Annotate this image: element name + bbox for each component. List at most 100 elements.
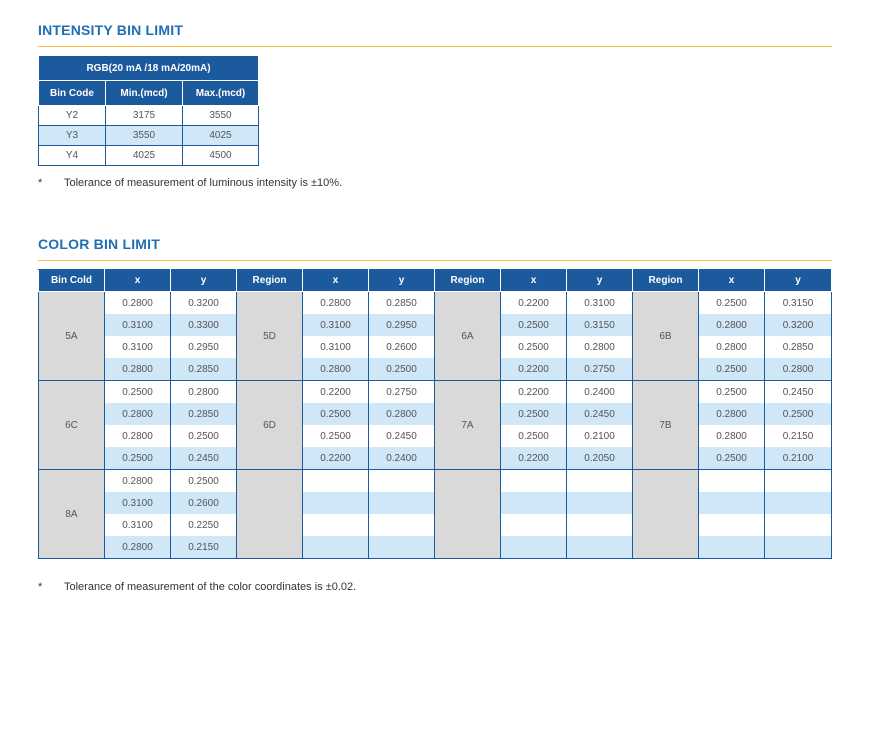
- x-coordinate-cell: [500, 469, 567, 492]
- y-coordinate-cell: [566, 536, 633, 559]
- x-coordinate-cell: 0.2800: [302, 358, 369, 381]
- y-coordinate-cell: [764, 492, 832, 514]
- bin-code-cell: Y4: [38, 145, 106, 166]
- color-col-header: x: [500, 269, 567, 292]
- x-coordinate-cell: 0.2800: [698, 425, 765, 447]
- max-mcd-cell: 4500: [181, 145, 260, 166]
- intensity-col-header: Max.(mcd): [181, 80, 260, 106]
- intensity-section-rule: [38, 46, 832, 47]
- color-col-header: y: [566, 269, 633, 292]
- y-coordinate-cell: 0.2950: [170, 336, 237, 358]
- y-coordinate-cell: [368, 492, 435, 514]
- y-coordinate-cell: 0.2750: [368, 380, 435, 403]
- intensity-tolerance-note: * Tolerance of measurement of luminous in…: [38, 177, 342, 189]
- x-coordinate-cell: 0.2500: [500, 403, 567, 425]
- x-coordinate-cell: 0.2500: [698, 358, 765, 381]
- bin-code-cell: Y2: [38, 105, 106, 126]
- intensity-col-header: Bin Code: [38, 80, 106, 106]
- table-row: 0.2800 0.2500 0.2500 0.2450 0.2500 0.2100 0.28…: [39, 425, 832, 447]
- color-table-header-row: Bin Cold x y Region x y Region x y Region x y: [38, 269, 832, 292]
- x-coordinate-cell: [500, 492, 567, 514]
- y-coordinate-cell: 0.2450: [170, 447, 237, 470]
- y-coordinate-cell: 0.2150: [764, 425, 832, 447]
- y-coordinate-cell: 0.2050: [566, 447, 633, 470]
- x-coordinate-cell: 0.2200: [500, 380, 567, 403]
- x-coordinate-cell: [302, 514, 369, 536]
- y-coordinate-cell: 0.2450: [764, 380, 832, 403]
- table-row: 5A 0.2800 0.3200 5D 0.2800 0.2850 6A 0.2200 0.31…: [38, 291, 832, 381]
- max-mcd-cell: 3550: [181, 105, 260, 126]
- x-coordinate-cell: 0.2500: [104, 447, 171, 470]
- y-coordinate-cell: 0.2100: [764, 447, 832, 470]
- y-coordinate-cell: 0.2850: [764, 336, 832, 358]
- region-cell: 6A: [434, 291, 501, 381]
- y-coordinate-cell: [566, 469, 633, 492]
- x-coordinate-cell: [500, 514, 567, 536]
- x-coordinate-cell: 0.3100: [302, 336, 369, 358]
- x-coordinate-cell: 0.3100: [302, 314, 369, 336]
- region-cell: 5A: [38, 291, 105, 381]
- table-row: 0.2500 0.2450 0.2200 0.2400 0.2200 0.2050 0.25…: [39, 447, 832, 470]
- color-col-header: x: [302, 269, 369, 292]
- x-coordinate-cell: 0.2200: [500, 291, 567, 314]
- y-coordinate-cell: 0.2400: [566, 380, 633, 403]
- y-coordinate-cell: [764, 514, 832, 536]
- color-col-header: Region: [632, 269, 699, 292]
- color-bin-table: Bin Cold x y Region x y Region x y Region x y 5A 0.2…: [38, 269, 832, 559]
- color-col-header: y: [764, 269, 832, 292]
- intensity-col-header: Min.(mcd): [105, 80, 183, 106]
- y-coordinate-cell: [368, 469, 435, 492]
- table-row: 6C 0.2500 0.2800 6D 0.2200 0.2750 7A 0.2200 0.24…: [38, 380, 832, 470]
- intensity-bin-table: RGB(20 mA /18 mA/20mA) Bin Code Min.(mcd…: [37, 55, 260, 166]
- x-coordinate-cell: 0.2200: [500, 447, 567, 470]
- region-cell: 8A: [38, 469, 105, 559]
- x-coordinate-cell: 0.2800: [698, 336, 765, 358]
- note-asterisk: *: [38, 581, 43, 593]
- y-coordinate-cell: 0.3150: [764, 291, 832, 314]
- bin-code-cell: Y3: [38, 125, 106, 146]
- region-cell: [434, 469, 501, 559]
- y-coordinate-cell: 0.2400: [368, 447, 435, 470]
- x-coordinate-cell: [302, 469, 369, 492]
- region-cell: 6D: [236, 380, 303, 470]
- x-coordinate-cell: 0.2200: [302, 380, 369, 403]
- table-row: 0.3100 0.2250: [39, 514, 832, 536]
- y-coordinate-cell: 0.2100: [566, 425, 633, 447]
- min-mcd-cell: 4025: [105, 145, 183, 166]
- max-mcd-cell: 4025: [181, 125, 260, 146]
- x-coordinate-cell: [698, 514, 765, 536]
- color-col-header: Region: [236, 269, 303, 292]
- table-row: 0.3100 0.2600: [39, 492, 832, 514]
- x-coordinate-cell: 0.2500: [698, 380, 765, 403]
- y-coordinate-cell: 0.2500: [170, 425, 237, 447]
- x-coordinate-cell: 0.2800: [302, 291, 369, 314]
- x-coordinate-cell: 0.2500: [302, 403, 369, 425]
- x-coordinate-cell: 0.2500: [104, 380, 171, 403]
- y-coordinate-cell: 0.2750: [566, 358, 633, 381]
- y-coordinate-cell: [368, 536, 435, 559]
- table-row: 0.2800 0.2850 0.2800 0.2500 0.2200 0.2750 0.25…: [39, 358, 832, 381]
- region-cell: 5D: [236, 291, 303, 381]
- min-mcd-cell: 3550: [105, 125, 183, 146]
- table-row: Y4 4025 4500: [38, 145, 260, 166]
- color-col-header: Region: [434, 269, 501, 292]
- x-coordinate-cell: 0.2500: [500, 336, 567, 358]
- table-row: Y3 3550 4025: [38, 125, 260, 146]
- y-coordinate-cell: 0.2800: [170, 380, 237, 403]
- x-coordinate-cell: 0.2500: [500, 425, 567, 447]
- y-coordinate-cell: [764, 469, 832, 492]
- y-coordinate-cell: 0.2800: [764, 358, 832, 381]
- x-coordinate-cell: 0.2800: [104, 358, 171, 381]
- region-cell: [236, 469, 303, 559]
- region-cell: 7A: [434, 380, 501, 470]
- y-coordinate-cell: 0.2250: [170, 514, 237, 536]
- color-col-header: Bin Cold: [38, 269, 105, 292]
- color-section-title: COLOR BIN LIMIT: [38, 236, 160, 252]
- x-coordinate-cell: [698, 492, 765, 514]
- x-coordinate-cell: 0.2500: [698, 447, 765, 470]
- y-coordinate-cell: 0.3300: [170, 314, 237, 336]
- region-cell: 6C: [38, 380, 105, 470]
- x-coordinate-cell: 0.2800: [698, 314, 765, 336]
- y-coordinate-cell: 0.3100: [566, 291, 633, 314]
- x-coordinate-cell: 0.2500: [302, 425, 369, 447]
